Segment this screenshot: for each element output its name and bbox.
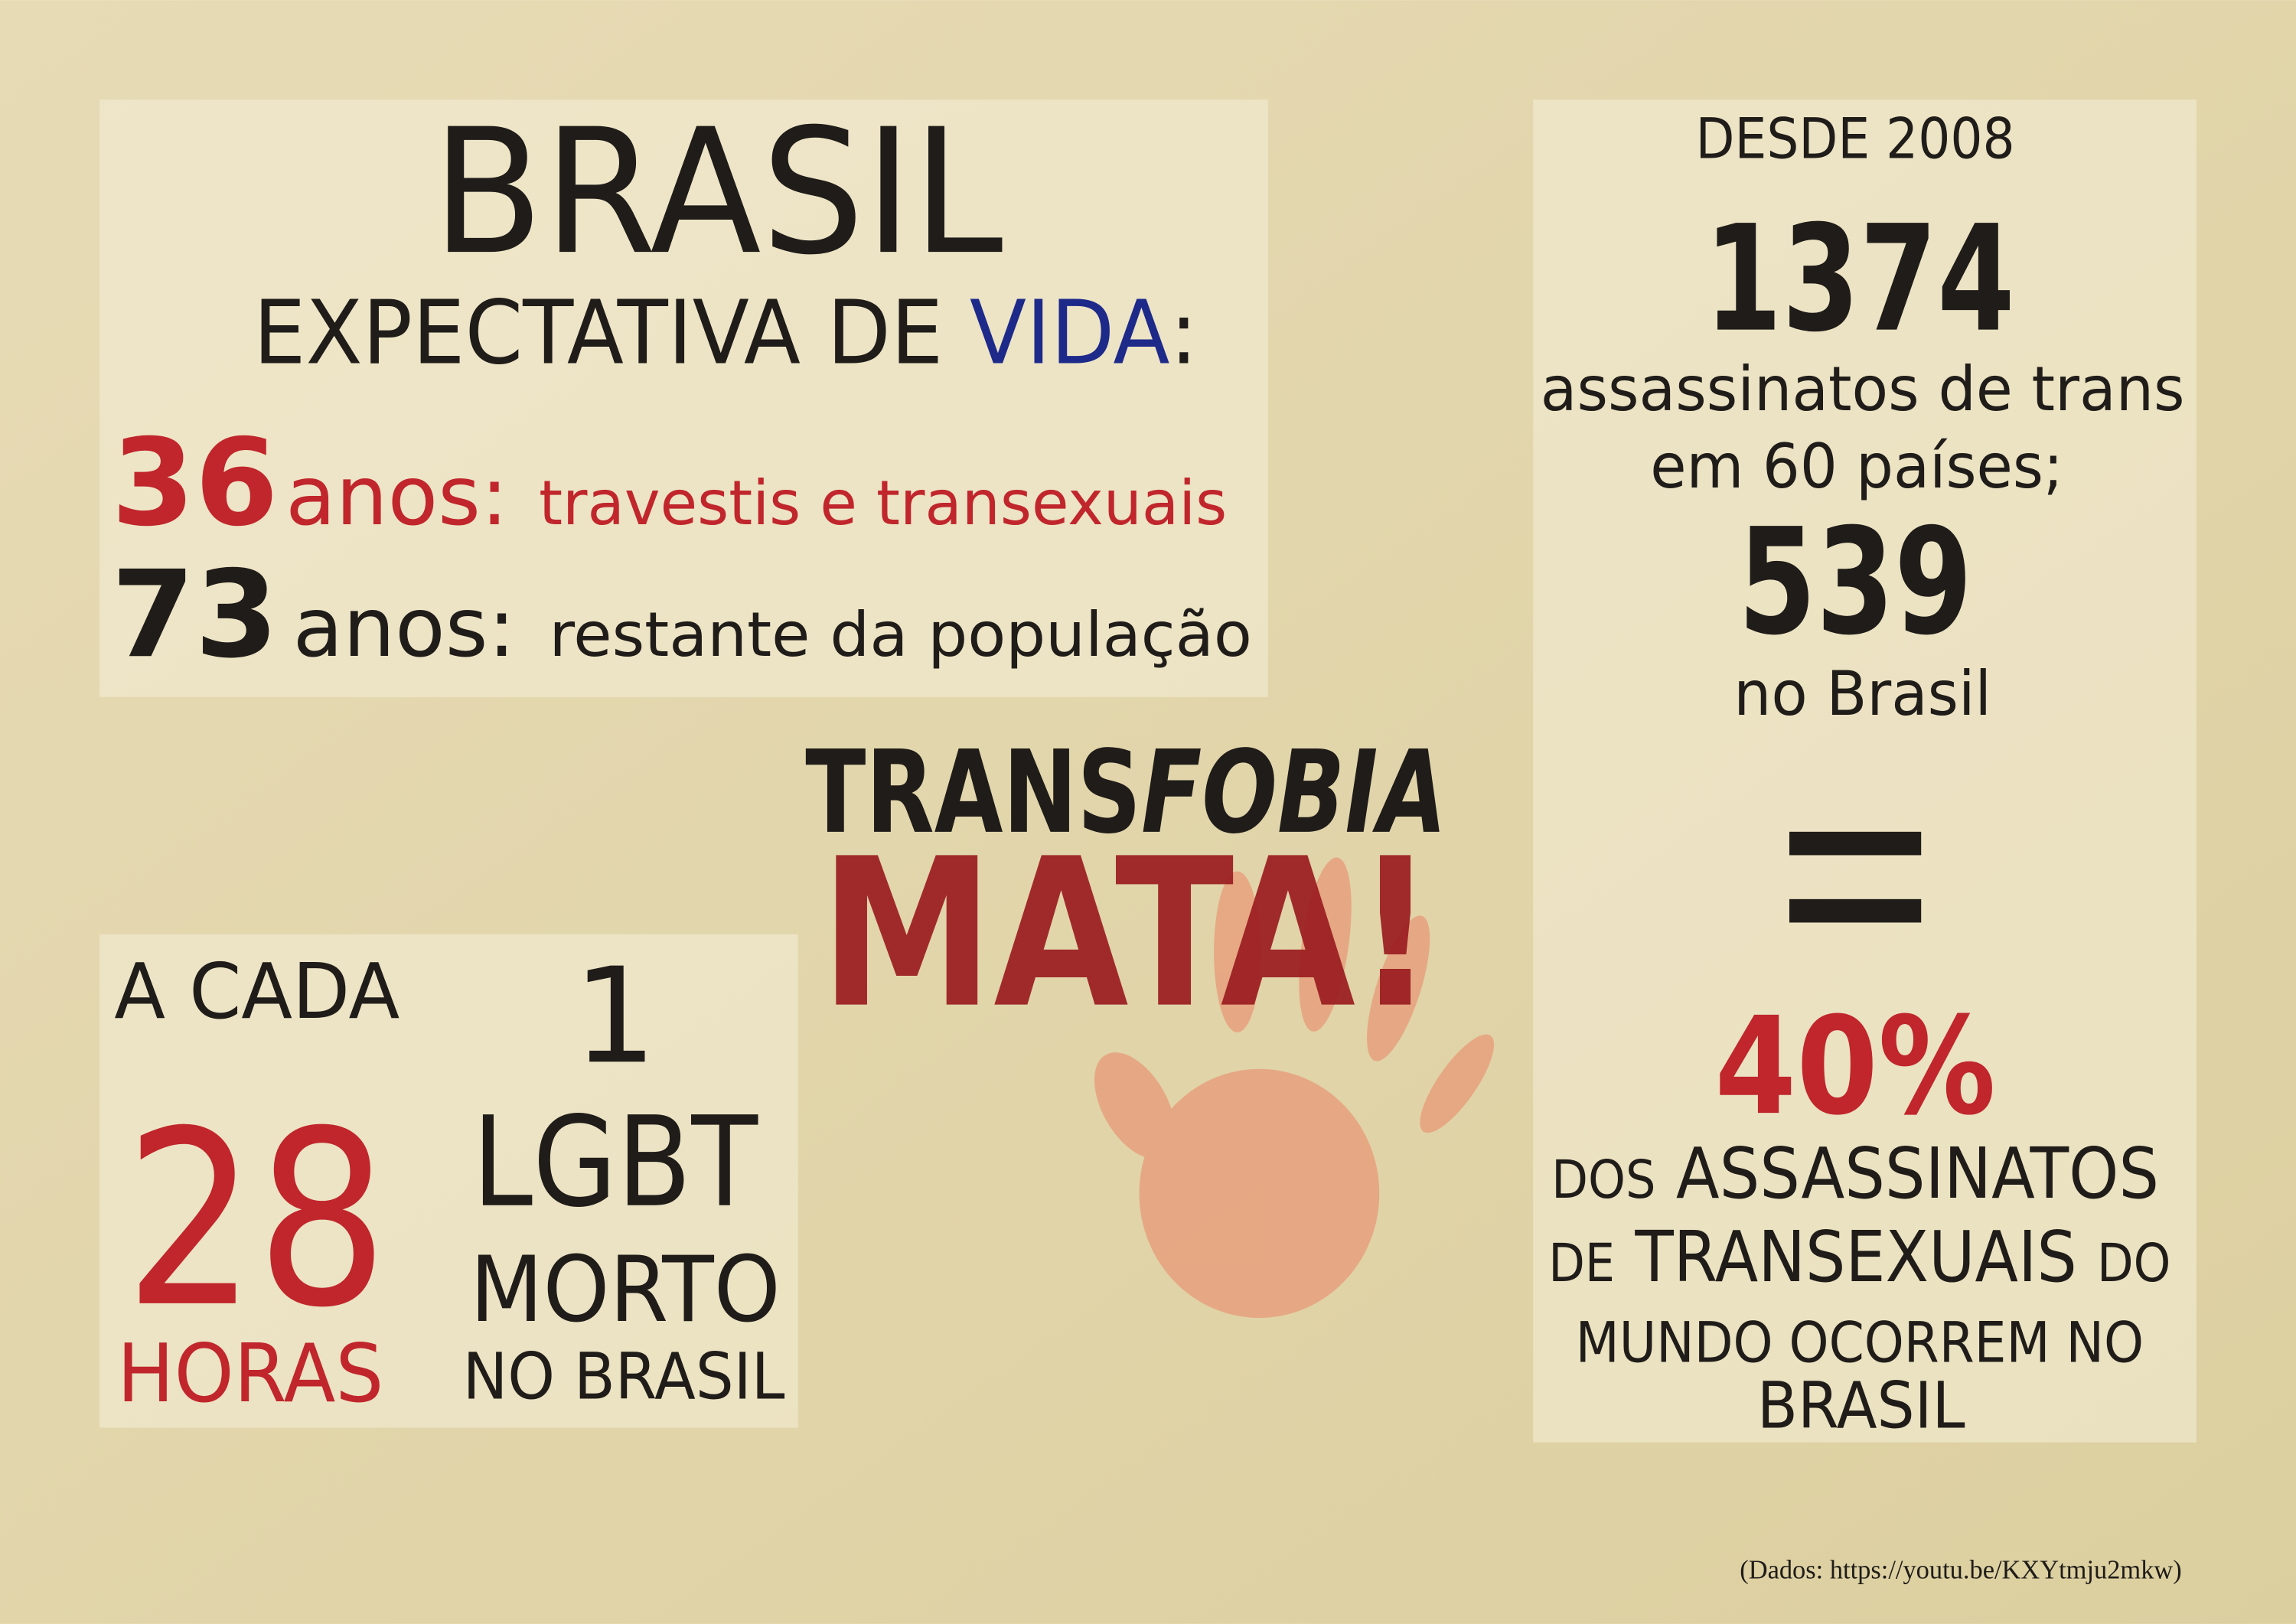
world-text: em 60 países; bbox=[1650, 430, 2063, 502]
share-word: TRANSEXUAIS bbox=[1634, 1216, 2076, 1298]
since: DESDE 2008 bbox=[1696, 108, 2015, 172]
source: (Dados: https://youtu.be/KXYtmju2mkw) bbox=[1740, 1556, 2182, 1585]
world-text: assassinatos de trans bbox=[1541, 353, 2185, 425]
subtitle: EXPECTATIVA DE VIDA: bbox=[253, 282, 1198, 385]
row-group: travestis e transexuais bbox=[539, 467, 1227, 539]
frequency-every: A CADA bbox=[114, 948, 400, 1036]
row-unit: anos: bbox=[293, 581, 516, 676]
hand-print bbox=[1094, 857, 1495, 1319]
equals-sign bbox=[1789, 831, 1922, 856]
headline-line1: TRANSFOBIA bbox=[805, 726, 1446, 859]
headline-line2: MATA! bbox=[820, 815, 1435, 1054]
row-number: 36 bbox=[111, 413, 278, 553]
panel bbox=[99, 99, 1268, 697]
share: 40% bbox=[1714, 988, 1995, 1145]
share-text: MUNDO OCORREM NO bbox=[1576, 1311, 2144, 1375]
share-text: DOS ASSASSINATOS bbox=[1551, 1133, 2159, 1215]
frequency-count: 1 bbox=[573, 939, 657, 1093]
headline-part: FOBIA bbox=[1141, 726, 1446, 859]
brazil-total: 539 bbox=[1738, 497, 1972, 668]
equals-sign bbox=[1789, 898, 1922, 923]
frequency-hours-number: 28 bbox=[125, 1080, 388, 1361]
frequency-who: LGBT bbox=[472, 1091, 758, 1235]
subtitle-highlight: VIDA bbox=[970, 282, 1170, 385]
row-group: restante da população bbox=[549, 598, 1251, 670]
panel bbox=[1533, 99, 2197, 1443]
frequency-state: MORTO bbox=[470, 1237, 781, 1342]
share-word: DO bbox=[2097, 1233, 2170, 1294]
share-word: DOS bbox=[1551, 1150, 1655, 1211]
frequency-where: NO BRASIL bbox=[463, 1339, 785, 1414]
headline-part: TRANS bbox=[805, 726, 1141, 859]
subtitle-text: EXPECTATIVA DE bbox=[253, 282, 970, 385]
share-text: DE TRANSEXUAIS DO bbox=[1548, 1216, 2170, 1298]
title: BRASIL bbox=[432, 92, 1003, 293]
frequency-hours-unit: HORAS bbox=[117, 1326, 383, 1420]
share-word: DE bbox=[1548, 1233, 1615, 1294]
share-text: BRASIL bbox=[1757, 1368, 1965, 1443]
row-number: 73 bbox=[111, 544, 278, 684]
subtitle-text: : bbox=[1170, 282, 1199, 385]
share-word: ASSASSINATOS bbox=[1676, 1133, 2159, 1215]
panel bbox=[99, 934, 798, 1428]
world-total: 1374 bbox=[1704, 194, 2015, 365]
brazil-text: no Brasil bbox=[1733, 657, 1991, 729]
row-unit: anos: bbox=[285, 449, 508, 544]
